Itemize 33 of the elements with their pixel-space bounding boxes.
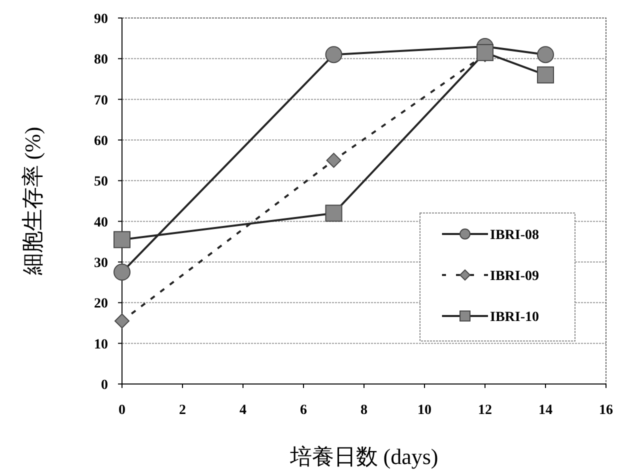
x-tick-label: 10 (418, 403, 432, 418)
x-tick-label: 8 (360, 403, 368, 418)
x-tick-label: 6 (300, 403, 307, 418)
point (114, 313, 130, 328)
legend-label: IBRI-08 (490, 228, 540, 243)
y-tick-label: 20 (94, 296, 108, 312)
y-tick-label: 30 (94, 256, 108, 271)
x-tick-label: 0 (118, 403, 126, 418)
x-tick-label: 14 (538, 403, 552, 418)
y-tick-label: 70 (94, 93, 108, 108)
y-tick-label: 90 (94, 12, 108, 27)
x-tick-label: 12 (478, 403, 492, 418)
x-tick-label: 2 (179, 403, 186, 418)
y-tick-label: 60 (94, 134, 108, 149)
y-tick-label: 40 (94, 215, 108, 230)
point (325, 46, 342, 64)
y-tick-label: 10 (94, 337, 108, 352)
y-tick-label: 80 (94, 52, 108, 68)
x-axis-title: 培養日数 (days) (288, 444, 438, 469)
y-axis-title: 細胞生存率 (%) (20, 126, 45, 276)
point (537, 46, 554, 64)
point (326, 152, 342, 168)
point (537, 66, 554, 84)
x-tick-label: 16 (599, 403, 613, 418)
point (114, 231, 130, 248)
legend-label: IBRI-09 (490, 269, 540, 284)
point (325, 204, 342, 222)
y-tick-label: 50 (94, 174, 108, 190)
point (114, 264, 130, 281)
point (476, 44, 494, 62)
y-tick-label: 0 (101, 378, 108, 393)
x-tick-label: 4 (240, 403, 246, 418)
legend-label: IBRI-10 (490, 310, 540, 325)
